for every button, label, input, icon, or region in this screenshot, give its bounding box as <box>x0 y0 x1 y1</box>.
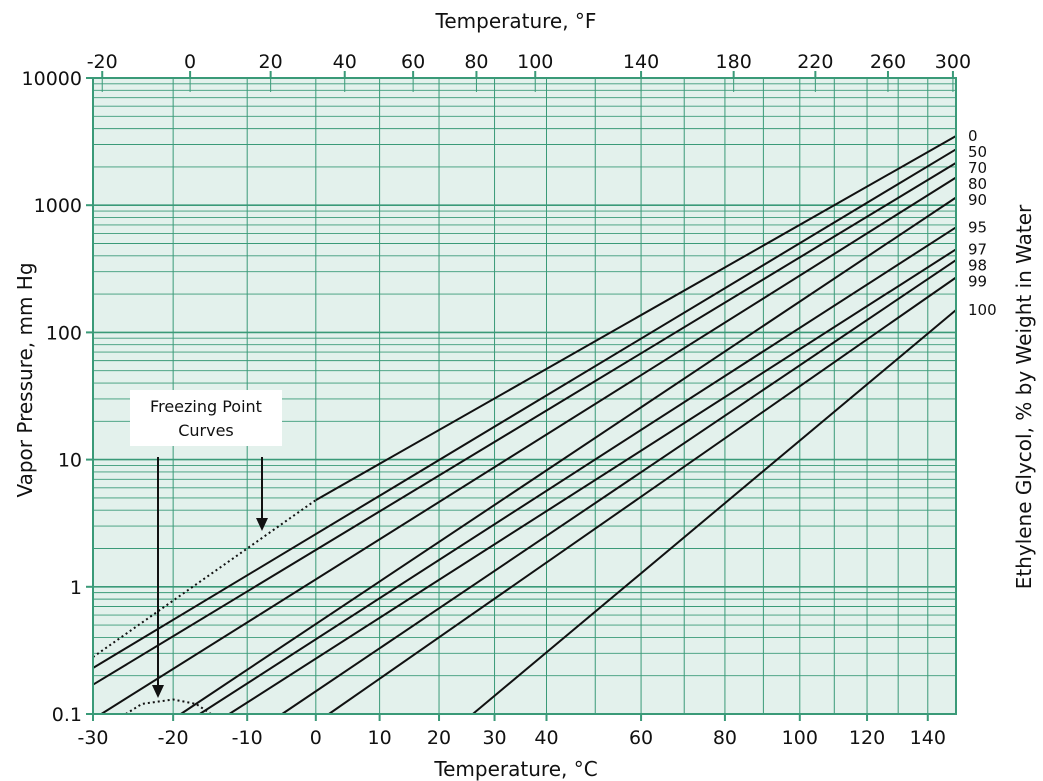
x-tick-label-bottom: 100 <box>782 727 818 749</box>
x-tick-label-top: 100 <box>517 51 553 73</box>
x-tick-label-top: 140 <box>623 51 659 73</box>
x-tick-label-top: 300 <box>935 51 971 73</box>
x-tick-label-bottom: 0 <box>310 727 322 749</box>
series-line <box>328 276 957 715</box>
x-tick-label-top: 260 <box>870 51 906 73</box>
x-tick-label-top: 20 <box>259 51 283 73</box>
axis-tick-labels: -30 -20 -10 0 10 20 30 40 60 80 100 120 140 -20 0 20 40 6… <box>22 51 972 749</box>
series-label: 99 <box>968 272 987 290</box>
annotation-label-line1: Freezing Point <box>150 397 262 416</box>
x-tick-label-top: 180 <box>716 51 752 73</box>
x-axis-title-bottom: Temperature, °C <box>433 757 597 781</box>
x-tick-label-bottom: 140 <box>910 727 946 749</box>
x-tick-label-bottom: -20 <box>158 727 189 749</box>
x-tick-label-bottom: 80 <box>713 727 737 749</box>
x-tick-label-bottom: 10 <box>368 727 392 749</box>
series-line <box>315 135 957 501</box>
series-line <box>199 226 957 715</box>
y-tick-label: 10000 <box>22 68 82 90</box>
annotation-arrowhead-left <box>152 685 164 698</box>
y-tick-label: 10 <box>58 450 82 472</box>
series-label: 95 <box>968 218 987 236</box>
series-label: 97 <box>968 240 987 258</box>
freezing-point-annotation: Freezing Point Curves <box>130 390 282 698</box>
grid <box>93 78 956 714</box>
y-tick-label: 1000 <box>34 195 82 217</box>
series-line <box>100 176 957 715</box>
y-axis-title: Vapor Pressure, mm Hg <box>13 262 37 497</box>
series-label: 98 <box>968 256 987 274</box>
x-tick-label-bottom: 40 <box>534 727 558 749</box>
series-lines <box>92 135 957 715</box>
series-label: 100 <box>968 301 997 319</box>
freezing-point-curve <box>92 499 317 658</box>
x-axis-title-top: Temperature, °F <box>435 9 597 33</box>
plot-frame <box>92 77 957 715</box>
series-line <box>180 196 957 715</box>
right-axis-title: Ethylene Glycol, % by Weight in Water <box>1012 204 1036 589</box>
x-tick-label-bottom: 60 <box>629 727 653 749</box>
series-label: 80 <box>968 175 987 193</box>
annotation-label-line2: Curves <box>178 421 234 440</box>
annotation-box <box>130 390 282 446</box>
y-tick-label: 100 <box>46 322 82 344</box>
x-tick-label-top: 80 <box>464 51 488 73</box>
series-label: 70 <box>968 159 987 177</box>
x-tick-label-bottom: 20 <box>427 727 451 749</box>
x-tick-label-bottom: -10 <box>232 727 263 749</box>
x-tick-label-top: 60 <box>401 51 425 73</box>
series-line <box>92 162 957 686</box>
x-tick-label-bottom: -30 <box>77 727 108 749</box>
freezing-point-curves <box>92 499 317 715</box>
series-line <box>472 309 957 715</box>
x-tick-label-bottom: 30 <box>482 727 506 749</box>
x-tick-label-bottom: 120 <box>849 727 885 749</box>
series-label: 90 <box>968 191 987 209</box>
y-tick-label: 1 <box>70 577 82 599</box>
x-tick-label-top: 220 <box>797 51 833 73</box>
series-line <box>228 248 957 715</box>
x-tick-label-top: 0 <box>184 51 196 73</box>
y-tick-label: 0.1 <box>52 704 82 726</box>
freezing-point-curve <box>125 698 212 715</box>
axis-ticks <box>86 71 954 721</box>
x-tick-label-top: 40 <box>333 51 357 73</box>
series-label: 50 <box>968 143 987 161</box>
series-label: 0 <box>968 127 978 145</box>
annotation-arrowhead-right <box>256 518 268 531</box>
series-line <box>92 148 957 669</box>
x-tick-label-top: -20 <box>87 51 118 73</box>
series-line <box>281 259 957 715</box>
